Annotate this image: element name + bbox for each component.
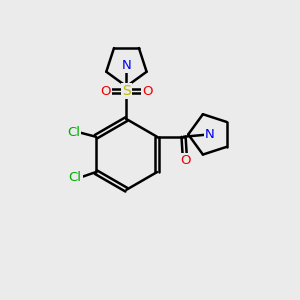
- Text: Cl: Cl: [67, 126, 80, 139]
- Text: N: N: [122, 59, 131, 72]
- Text: S: S: [122, 84, 131, 98]
- Text: O: O: [142, 85, 153, 98]
- Text: O: O: [100, 85, 110, 98]
- Text: O: O: [180, 154, 190, 167]
- Text: Cl: Cl: [69, 171, 82, 184]
- Text: N: N: [205, 128, 214, 141]
